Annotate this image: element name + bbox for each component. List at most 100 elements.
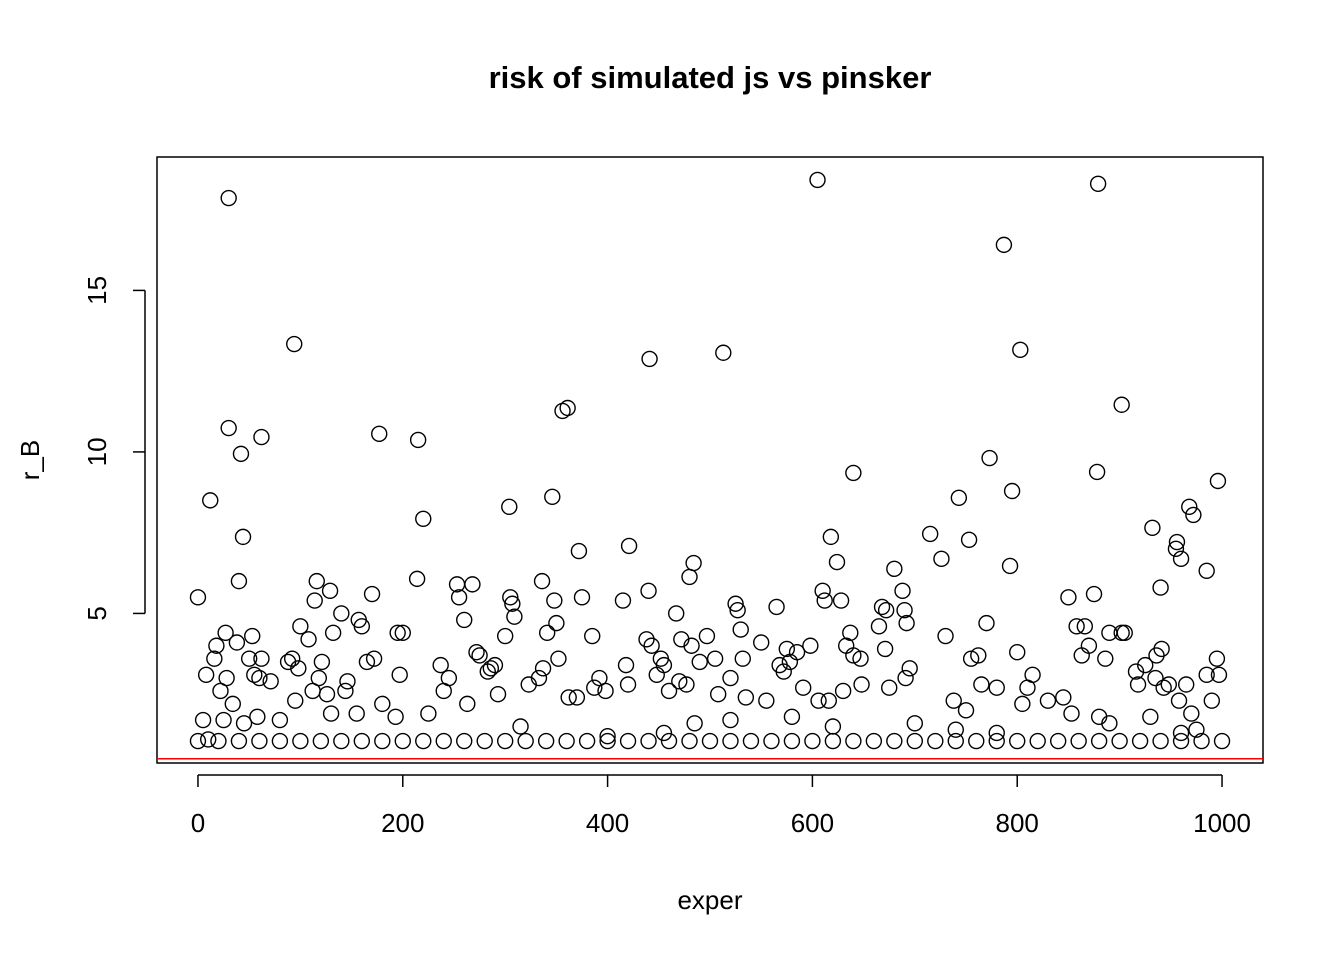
- point: [641, 350, 658, 368]
- point: [715, 344, 732, 361]
- point: [464, 576, 481, 593]
- point: [1060, 589, 1077, 606]
- point: [709, 685, 727, 703]
- point: [921, 525, 939, 543]
- point: [706, 650, 724, 667]
- y-tick-label: 10: [82, 437, 112, 466]
- point: [300, 631, 317, 648]
- point: [599, 727, 616, 745]
- point: [1003, 482, 1021, 500]
- point: [560, 689, 577, 706]
- point: [200, 731, 217, 748]
- point: [249, 708, 266, 726]
- point: [802, 637, 819, 654]
- point: [614, 592, 632, 609]
- point: [506, 608, 523, 625]
- point: [1097, 650, 1114, 667]
- point: [1155, 679, 1172, 696]
- point: [1203, 692, 1220, 709]
- point: [1068, 618, 1085, 635]
- point: [1131, 732, 1149, 750]
- x-tick-label: 400: [586, 808, 629, 838]
- point: [783, 708, 801, 726]
- x-axis-title: exper: [677, 885, 742, 915]
- point: [218, 669, 235, 687]
- point: [727, 595, 744, 612]
- point: [1049, 732, 1067, 750]
- y-tick-label: 5: [82, 606, 112, 620]
- point: [459, 695, 476, 713]
- point: [415, 510, 432, 527]
- point: [1208, 650, 1226, 667]
- point: [937, 627, 954, 645]
- point: [816, 592, 833, 609]
- point: [1116, 624, 1133, 642]
- point: [981, 449, 998, 467]
- point: [1101, 715, 1118, 732]
- point: [1181, 498, 1198, 516]
- point: [617, 656, 635, 674]
- point: [845, 732, 862, 750]
- point: [620, 537, 638, 555]
- point: [698, 627, 716, 645]
- point: [897, 669, 914, 687]
- point: [898, 614, 915, 632]
- point: [512, 718, 529, 735]
- point: [668, 605, 685, 622]
- point: [322, 705, 340, 722]
- point: [1213, 732, 1231, 750]
- point: [1009, 732, 1026, 750]
- point: [230, 572, 248, 590]
- point: [619, 732, 637, 750]
- point: [655, 724, 673, 742]
- point: [435, 732, 452, 750]
- point: [432, 656, 449, 674]
- point: [1080, 637, 1098, 654]
- point: [1210, 666, 1228, 684]
- chart-title: risk of simulated js vs pinsker: [489, 60, 932, 95]
- point: [729, 602, 746, 619]
- point: [1152, 579, 1169, 596]
- point: [1076, 618, 1094, 635]
- point: [852, 650, 869, 667]
- point: [1055, 689, 1072, 706]
- point: [546, 592, 563, 609]
- point: [1111, 732, 1128, 750]
- point: [896, 602, 913, 619]
- point: [763, 732, 780, 750]
- point: [734, 650, 751, 667]
- point: [363, 585, 381, 603]
- point: [681, 732, 698, 750]
- point: [1129, 676, 1147, 693]
- point: [217, 624, 234, 642]
- point: [768, 598, 785, 616]
- point: [886, 732, 903, 750]
- point: [292, 732, 309, 750]
- point: [244, 627, 261, 645]
- point: [683, 637, 700, 654]
- point: [1198, 666, 1215, 684]
- point: [253, 428, 270, 446]
- point: [420, 705, 437, 722]
- point: [230, 732, 248, 750]
- point: [660, 732, 678, 750]
- point: [906, 715, 924, 732]
- point: [220, 189, 237, 207]
- point: [814, 582, 831, 600]
- point: [945, 692, 962, 709]
- point: [1090, 732, 1108, 750]
- point: [1170, 692, 1188, 709]
- point: [333, 605, 350, 622]
- point: [1198, 562, 1215, 579]
- point: [365, 650, 383, 667]
- point: [597, 682, 614, 700]
- point: [701, 732, 719, 750]
- point: [1168, 533, 1186, 551]
- point: [901, 660, 918, 677]
- point: [558, 732, 575, 750]
- point: [374, 732, 391, 750]
- point: [489, 685, 507, 703]
- point: [685, 554, 702, 572]
- point: [678, 676, 695, 693]
- point: [957, 702, 975, 719]
